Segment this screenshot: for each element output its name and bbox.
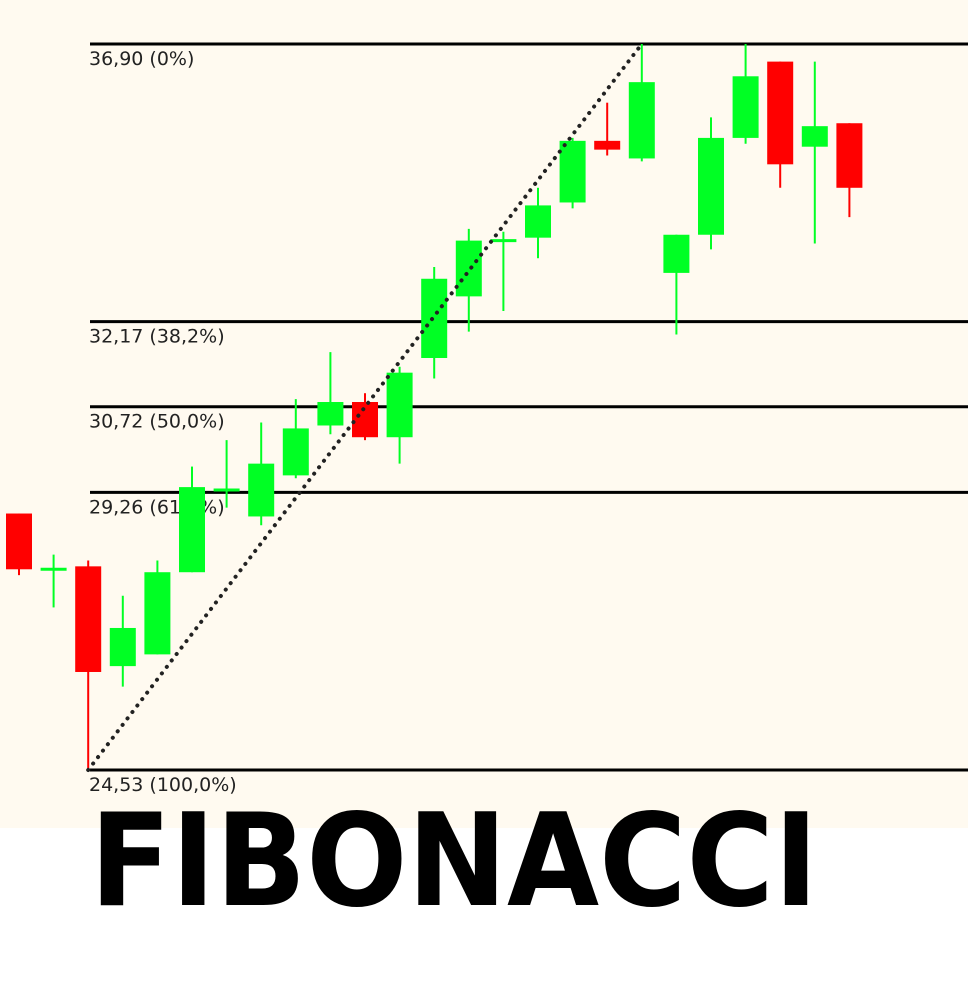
candle-body [144,572,171,655]
candle-body [732,76,759,138]
candle-body [559,140,586,203]
fib-level-label: 30,72 (50,0%) [89,411,225,433]
candle-body [767,61,794,165]
candle-body [836,123,863,188]
candle-body [248,463,275,517]
candle-body [6,513,32,570]
candle-body [663,234,690,273]
candle-body [109,627,136,667]
trend-line [86,42,644,772]
fib-level-label: 36,90 (0%) [89,48,194,70]
candle-body [386,372,413,438]
candle-body [282,428,309,476]
candle-body [179,487,205,573]
candle-body [317,402,344,426]
candle-body [628,82,655,159]
fib-level-label: 24,53 (100,0%) [89,774,237,796]
candle-body [525,205,551,238]
candle-body [421,278,448,358]
page-title: FIBONACCI [89,787,819,936]
candle-body [455,240,482,297]
candlestick-chart: 36,90 (0%)32,17 (38,2%)30,72 (50,0%)29,2… [6,42,968,796]
fib-level-label: 32,17 (38,2%) [89,326,225,348]
candle-body [698,137,724,235]
candle-body [801,126,828,147]
candle-body [594,140,621,150]
candle-body [75,566,102,672]
candle-body [352,402,378,438]
chart-area: 36,90 (0%) 32,17 (38,2%) 30,72 (50,0%) 29,2… [0,0,968,828]
